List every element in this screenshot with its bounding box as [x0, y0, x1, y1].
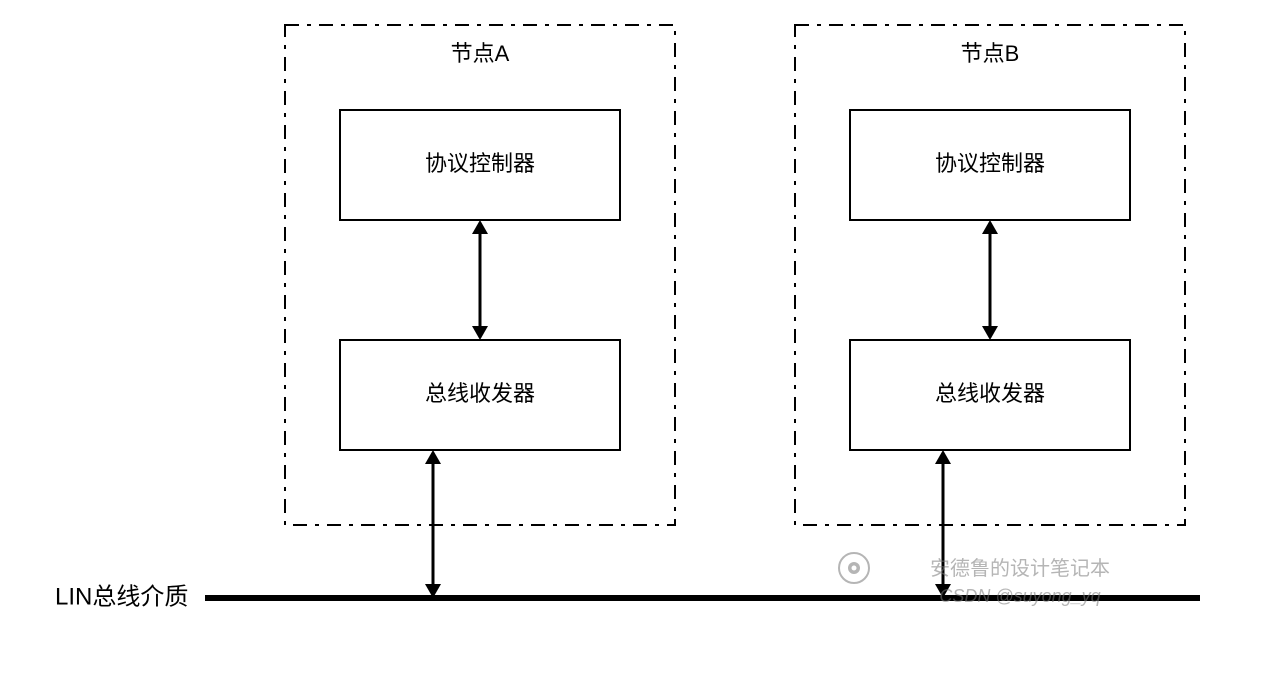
watermark-icon — [839, 553, 869, 583]
inner-connector-A — [472, 220, 488, 340]
watermark-text-1: CSDN @suyong_yq — [939, 586, 1100, 606]
box-label-ctrlB: 协议控制器 — [935, 151, 1045, 176]
inner-connector-B — [982, 220, 998, 340]
bus-label: LIN总线介质 — [55, 583, 188, 610]
box-label-ctrlA: 协议控制器 — [425, 151, 535, 176]
box-label-txrxA: 总线收发器 — [425, 381, 535, 406]
lin-bus-diagram: 节点A 协议控制器总线收发器 节点B 协议控制器总线收发器 LIN总线介质 安德鲁的设… — [0, 0, 1276, 678]
node-A: 节点A 协议控制器总线收发器 — [285, 25, 675, 598]
watermark-text-0: 安德鲁的设计笔记本 — [930, 557, 1110, 580]
box-label-txrxB: 总线收发器 — [935, 381, 1045, 406]
node-title-A: 节点A — [451, 41, 510, 66]
node-title-B: 节点B — [961, 41, 1020, 66]
node-B: 节点B 协议控制器总线收发器 — [795, 25, 1185, 598]
